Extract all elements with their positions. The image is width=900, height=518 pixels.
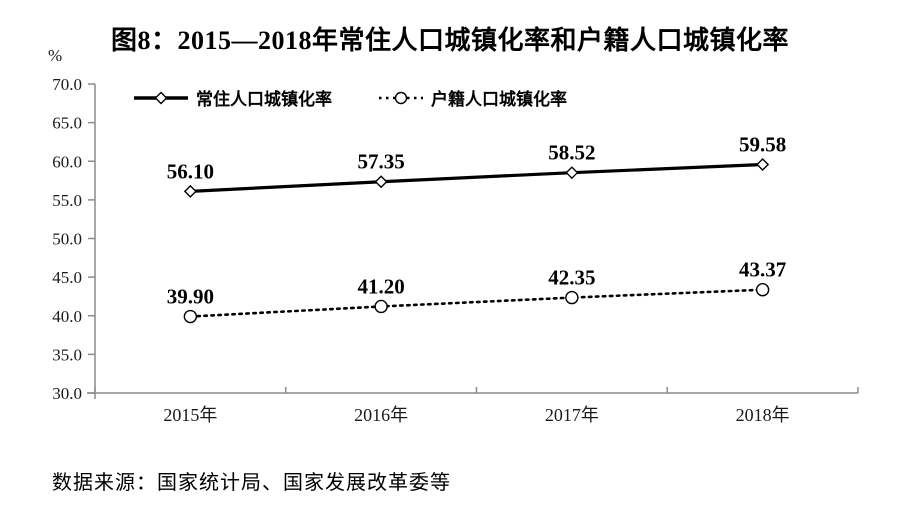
circle-marker	[183, 309, 198, 324]
legend: 常住人口城镇化率 户籍人口城镇化率	[133, 85, 567, 110]
circle-marker	[755, 283, 770, 297]
diamond-marker	[756, 158, 770, 171]
data-label: 58.52	[548, 141, 595, 165]
y-tick-label: 50.0	[52, 230, 82, 249]
y-tick-label: 65.0	[52, 114, 82, 133]
chart-title: 图8：2015—2018年常住人口城镇化率和户籍人口城镇化率	[110, 26, 789, 55]
circle-marker	[565, 290, 579, 305]
solid-line-diamond-marker-icon	[134, 91, 188, 104]
dotted-line-circle-marker-icon	[379, 91, 423, 104]
y-tick-label: 70.0	[52, 75, 82, 94]
x-category-label: 2015年	[163, 405, 217, 425]
x-category-label: 2016年	[354, 405, 408, 425]
data-label: 59.58	[739, 132, 786, 156]
legend-label-registered-rate: 户籍人口城镇化率	[431, 90, 567, 109]
data-label: 56.10	[167, 159, 214, 183]
x-category-label: 2018年	[736, 405, 790, 425]
diamond-marker	[183, 184, 197, 198]
data-label: 57.35	[358, 150, 405, 174]
series-line-1	[188, 162, 765, 193]
data-label: 41.20	[358, 274, 405, 298]
data-label: 42.35	[548, 266, 595, 290]
y-tick-label: 40.0	[52, 307, 82, 326]
legend-label-resident-rate: 常住人口城镇化率	[196, 90, 332, 109]
data-source-text: 数据来源：国家统计局、国家发展改革委等	[52, 472, 451, 494]
y-tick-label: 55.0	[52, 191, 82, 210]
y-tick-label: 45.0	[52, 268, 82, 287]
y-tick-label: 30.0	[52, 384, 82, 403]
data-label: 43.37	[739, 258, 786, 282]
y-tick-label: 60.0	[52, 152, 82, 171]
data-label: 39.90	[167, 285, 214, 309]
diamond-marker	[565, 166, 579, 180]
circle-marker	[374, 299, 388, 314]
line-chart: 30.0 35.0 40.0 45.0 50.0 55.0 60.0 65.0 70.0 2015…	[52, 75, 859, 425]
y-tick-label: 35.0	[52, 345, 82, 364]
series-line-2	[189, 288, 764, 318]
legend-item-registered-rate: 户籍人口城镇化率	[378, 85, 567, 110]
legend-item-resident-rate: 常住人口城镇化率	[133, 85, 332, 110]
diamond-marker	[374, 175, 388, 189]
x-category-label: 2017年	[545, 405, 599, 425]
y-axis-unit-label: %	[48, 46, 63, 65]
